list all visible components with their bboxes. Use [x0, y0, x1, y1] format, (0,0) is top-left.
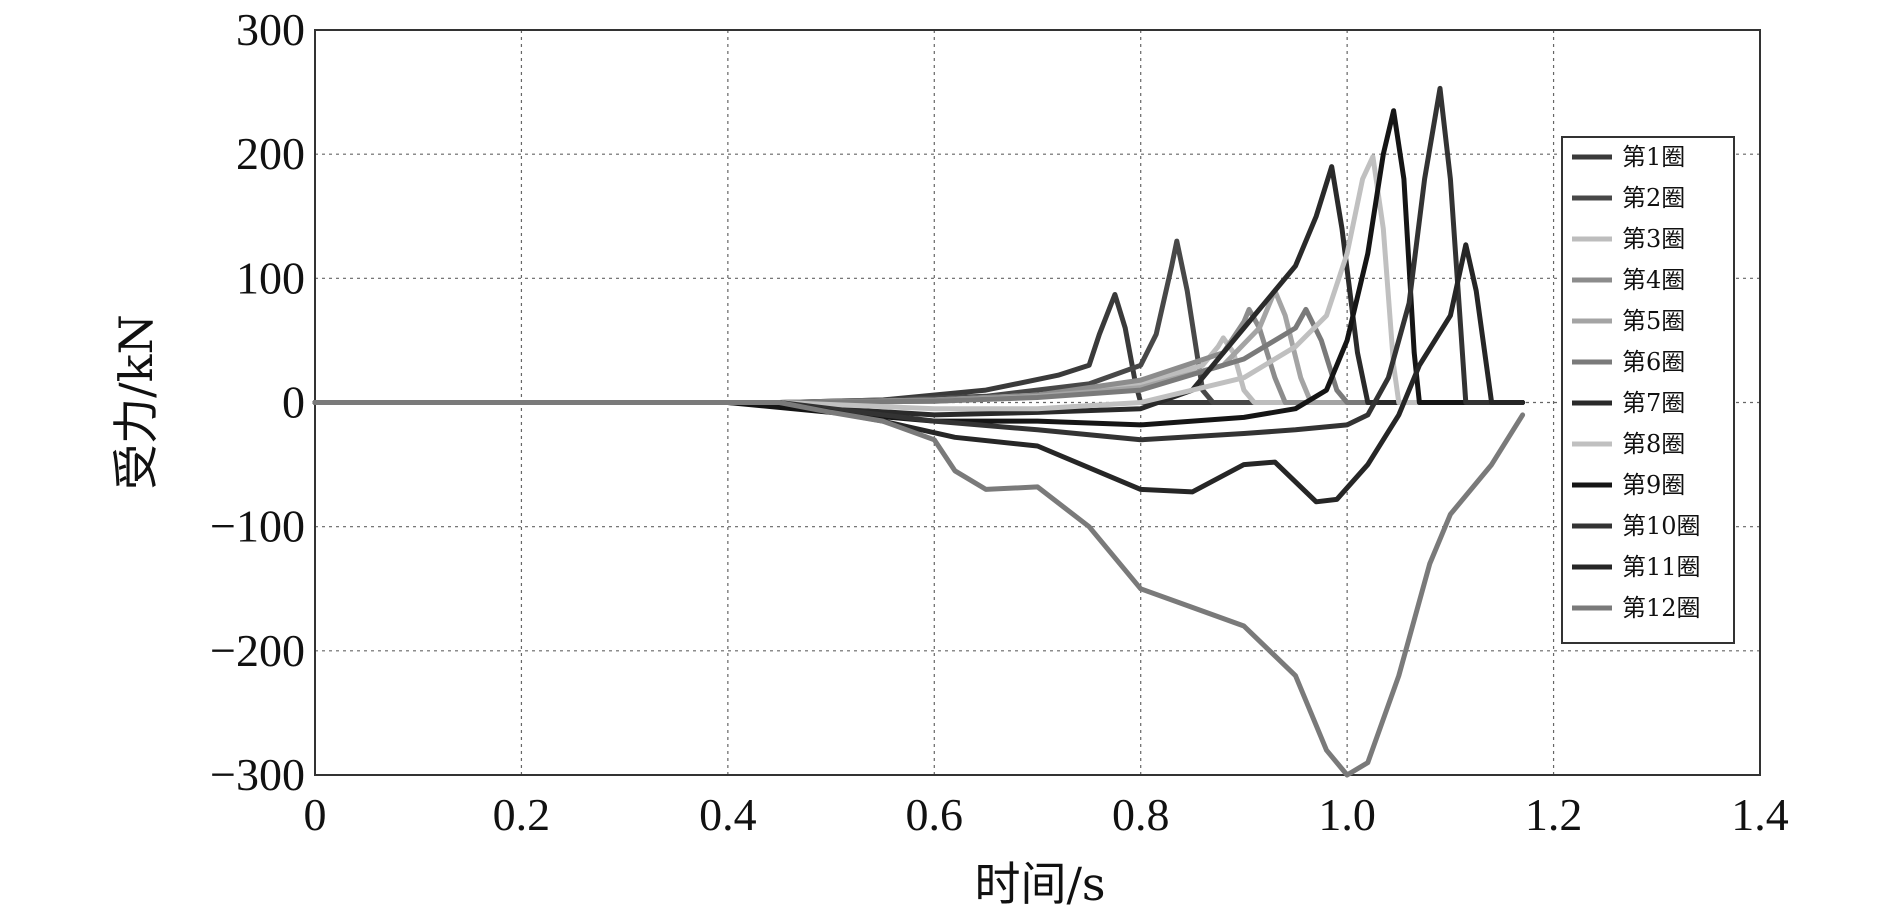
legend-label: 第10圈	[1622, 512, 1701, 540]
x-tick-label: 0.2	[493, 789, 551, 840]
y-tick-label: −300	[210, 749, 305, 800]
series-line-10	[312, 85, 1526, 443]
series-line-8	[312, 154, 1526, 412]
series-group	[312, 85, 1526, 778]
legend-label: 第9圈	[1622, 471, 1685, 499]
legend-label: 第6圈	[1622, 348, 1685, 376]
y-tick-label: 200	[236, 128, 305, 179]
series-line-7	[312, 164, 1526, 418]
legend-label: 第8圈	[1622, 430, 1685, 458]
legend-label: 第3圈	[1622, 225, 1685, 253]
y-tick-label: 100	[236, 252, 305, 303]
series-line-11	[312, 242, 1526, 505]
x-tick-label: 1.0	[1318, 789, 1376, 840]
series-line-12	[312, 400, 1526, 778]
y-tick-label: 300	[236, 4, 305, 55]
x-tick-label: 0.6	[906, 789, 964, 840]
x-tick-label: 1.2	[1525, 789, 1583, 840]
legend-label: 第5圈	[1622, 307, 1685, 335]
y-axis-title: 受力/kN	[109, 314, 163, 490]
legend-label: 第4圈	[1622, 266, 1685, 294]
x-axis-title: 时间/s	[974, 857, 1105, 907]
y-tick-label: −100	[210, 501, 305, 552]
legend-box	[1561, 136, 1735, 644]
x-tick-label: 1.4	[1731, 789, 1789, 840]
x-tick-label: 0	[304, 789, 327, 840]
y-tick-label: −200	[210, 625, 305, 676]
series-line-5	[312, 288, 1526, 405]
legend-label: 第12圈	[1622, 594, 1701, 622]
x-tick-label: 0.8	[1112, 789, 1170, 840]
legend-label: 第2圈	[1622, 184, 1685, 212]
x-tick-labels: 0 0.2 0.4 0.6 0.8 1.0 1.2 1.4	[304, 789, 1789, 840]
y-tick-label: 0	[282, 377, 305, 428]
y-tick-labels: −300 −200 −100 0 100 200 300	[210, 4, 305, 800]
legend-label: 第1圈	[1622, 143, 1685, 171]
x-tick-label: 0.4	[699, 789, 757, 840]
legend-label: 第11圈	[1622, 553, 1701, 581]
legend-label: 第7圈	[1622, 389, 1685, 417]
series-line-6	[312, 306, 1526, 405]
